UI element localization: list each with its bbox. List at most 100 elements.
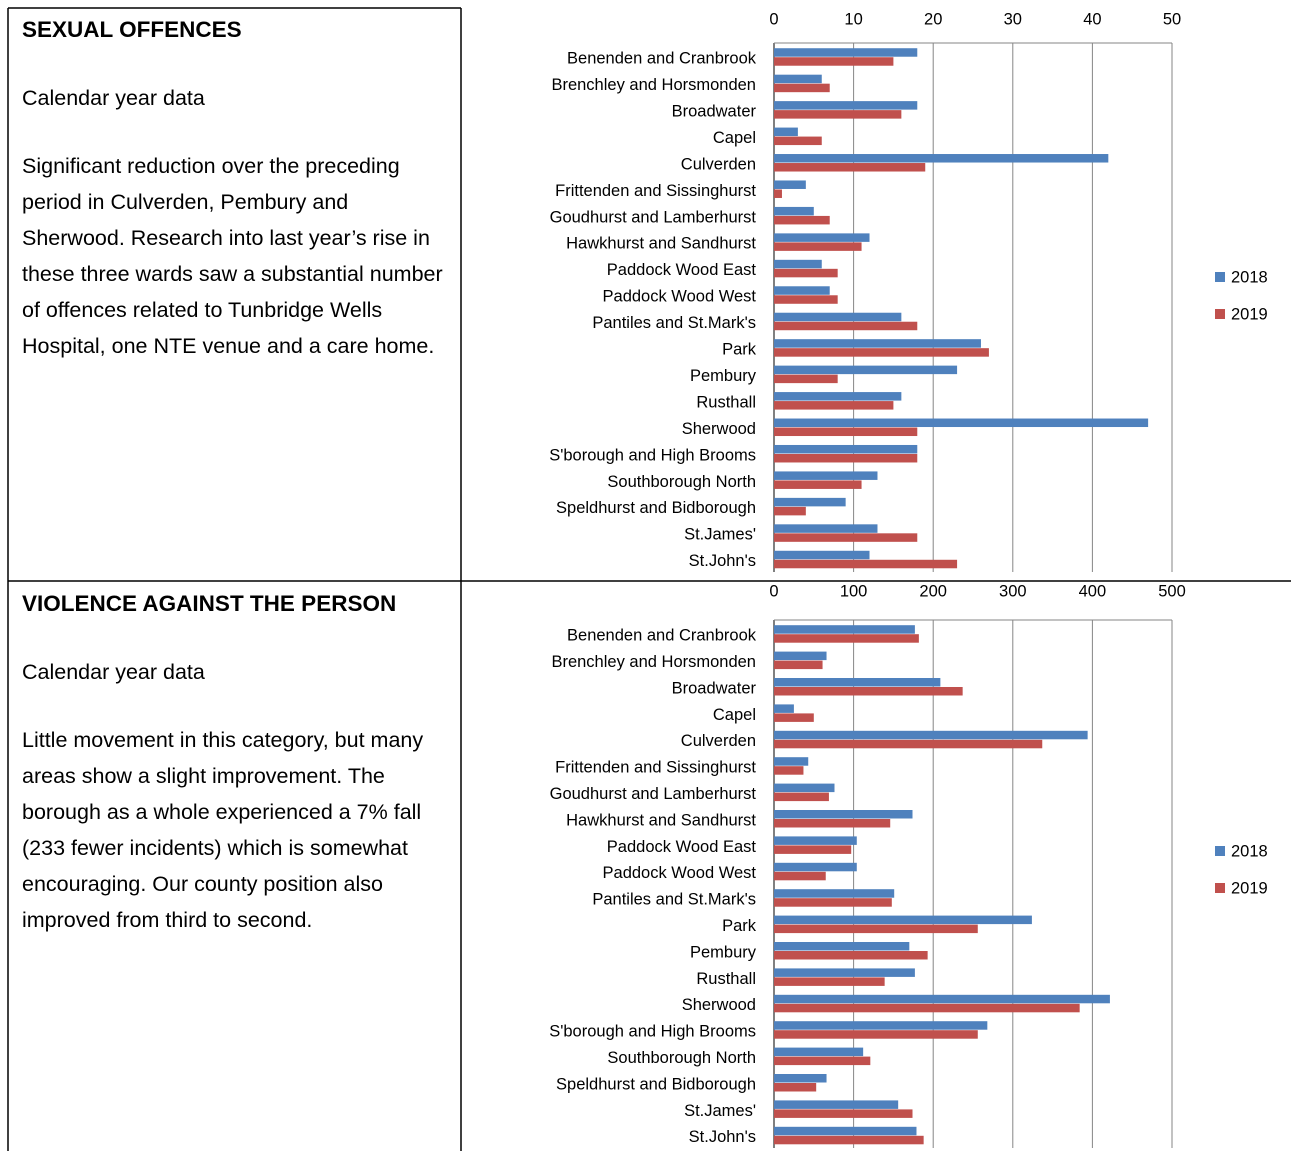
category-label: Sherwood <box>682 420 756 438</box>
x-tick-label: 10 <box>844 10 862 28</box>
bar <box>774 1074 827 1083</box>
category-label: Broadwater <box>672 102 757 120</box>
category-label: S'borough and High Brooms <box>549 446 756 464</box>
category-label: Park <box>722 917 757 935</box>
bar <box>774 915 1032 925</box>
bar <box>774 1126 917 1136</box>
legend-swatch <box>1215 846 1225 856</box>
x-tick-label: 30 <box>1004 10 1022 28</box>
legend-swatch <box>1215 309 1225 319</box>
bar <box>774 678 941 687</box>
category-label: Southborough North <box>607 1049 756 1067</box>
bar <box>774 687 963 696</box>
bar <box>774 206 814 216</box>
category-label: Goudhurst and Lamberhurst <box>550 785 757 803</box>
bar <box>774 1056 871 1066</box>
category-label: Pantiles and St.Mark's <box>592 891 756 909</box>
category-label: Capel <box>713 706 756 724</box>
bar <box>774 83 830 93</box>
bar <box>774 110 902 119</box>
legend-label: 2019 <box>1231 879 1268 897</box>
bar <box>774 163 926 172</box>
bar <box>774 339 981 348</box>
bar <box>774 977 885 986</box>
bar <box>774 74 822 84</box>
bar <box>774 480 862 489</box>
bar <box>774 951 928 960</box>
bar <box>774 871 826 881</box>
bar <box>774 427 918 437</box>
x-tick-label: 100 <box>840 582 868 600</box>
bar <box>774 792 829 802</box>
x-tick-label: 50 <box>1163 10 1181 28</box>
category-label: Broadwater <box>672 679 757 697</box>
text-cell: SEXUAL OFFENCES Calendar year data Signi… <box>22 12 450 396</box>
legend-label: 2018 <box>1231 268 1268 286</box>
category-label: Brenchley and Horsmonden <box>551 653 756 671</box>
bar <box>774 783 835 793</box>
bar <box>774 259 822 269</box>
bar <box>774 127 798 137</box>
category-label: Goudhurst and Lamberhurst <box>550 208 757 226</box>
category-label: Frittenden and Sissinghurst <box>555 182 756 200</box>
category-label: St.John's <box>689 1128 756 1146</box>
bar <box>774 215 830 225</box>
bar <box>774 242 862 251</box>
bar <box>774 730 1088 740</box>
legend-swatch <box>1215 272 1225 282</box>
category-label: Culverden <box>681 155 756 173</box>
x-tick-label: 0 <box>769 10 778 28</box>
bar <box>774 924 978 934</box>
bar <box>774 189 782 198</box>
bar <box>774 524 878 533</box>
bar <box>774 506 806 516</box>
bar <box>774 295 838 304</box>
bar <box>774 497 846 507</box>
bar <box>774 898 892 907</box>
category-label: St.James' <box>684 526 756 544</box>
bar <box>774 1100 899 1109</box>
bar <box>774 348 989 357</box>
category-label: Hawkhurst and Sandhurst <box>566 811 756 829</box>
bar <box>774 418 1149 428</box>
category-label: Rusthall <box>696 970 756 988</box>
bar <box>774 810 913 819</box>
bar <box>774 533 918 542</box>
bar <box>774 819 891 828</box>
section-subtitle: Calendar year data <box>22 660 205 684</box>
bar <box>774 739 1043 749</box>
bar <box>774 757 809 766</box>
bar <box>774 374 838 384</box>
legend-label: 2018 <box>1231 842 1268 860</box>
category-label: St.John's <box>689 552 756 570</box>
category-label: St.James' <box>684 1102 756 1120</box>
x-tick-label: 20 <box>924 10 942 28</box>
category-label: Paddock Wood East <box>607 838 757 856</box>
category-label: Hawkhurst and Sandhurst <box>566 235 756 253</box>
x-tick-label: 400 <box>1079 582 1107 600</box>
bar <box>774 233 870 242</box>
category-label: Park <box>722 341 757 359</box>
category-label: Paddock Wood East <box>607 261 757 279</box>
category-label: Benenden and Cranbrook <box>567 50 757 68</box>
bar <box>774 1003 1080 1013</box>
bar <box>774 836 857 845</box>
bar <box>774 559 958 569</box>
bar <box>774 48 918 57</box>
x-tick-label: 0 <box>769 582 778 600</box>
bar <box>774 994 1110 1004</box>
bar <box>774 453 918 463</box>
bar <box>774 1030 978 1039</box>
bar <box>774 713 814 722</box>
bar <box>774 180 806 189</box>
bar <box>774 625 915 634</box>
section-title: SEXUAL OFFENCES <box>22 17 242 42</box>
bar <box>774 1047 864 1057</box>
bar <box>774 1083 817 1092</box>
bar <box>774 968 915 977</box>
category-label: S'borough and High Brooms <box>549 1023 756 1041</box>
bar <box>774 101 918 110</box>
bar <box>774 660 823 670</box>
